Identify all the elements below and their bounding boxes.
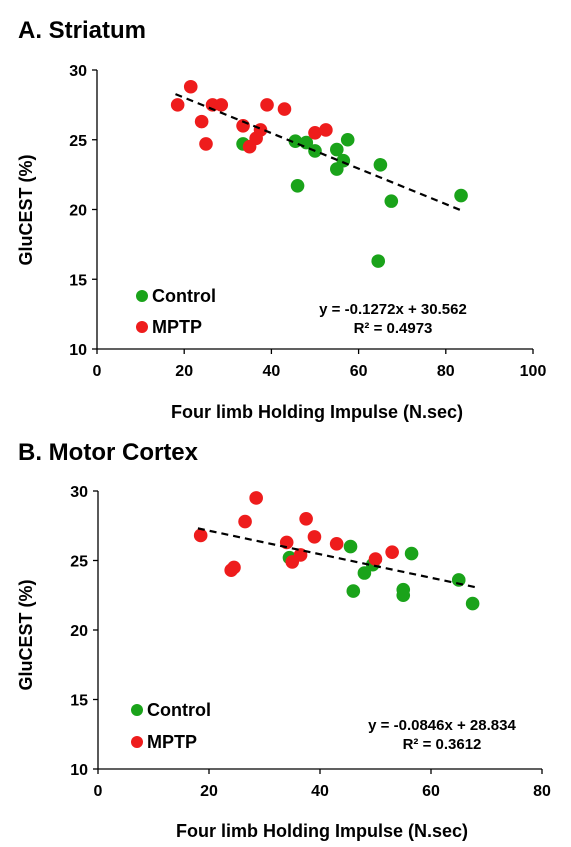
data-point-mptp [214,98,229,112]
legend-marker-control [136,290,148,302]
data-point-mptp [277,102,292,116]
data-point-control [384,194,399,208]
legend: Control MPTP [136,286,216,337]
data-point-control [396,588,411,603]
data-point-control [373,158,388,172]
x-tick-label: 60 [422,783,440,800]
data-point-control [330,142,344,157]
legend-marker-control [131,704,143,716]
data-point-control [343,539,358,554]
x-tick-label: 0 [93,363,102,380]
chart-striatum: A. Striatum GluCEST (%) Four limb Holdin… [16,17,547,422]
data-point-mptp [385,545,399,559]
data-point-mptp [249,491,263,505]
data-point-mptp [260,98,274,112]
trendline [175,93,464,213]
x-tick-label: 80 [437,363,455,380]
data-point-mptp [368,552,383,566]
panel-title: A. Striatum [18,17,146,44]
data-point-mptp [194,114,209,129]
data-point-control [454,188,468,203]
data-point-mptp [227,560,241,575]
y-tick-label: 25 [69,133,87,150]
data-point-control [290,178,305,193]
y-tick-label: 30 [69,63,87,80]
data-point-mptp [299,512,313,526]
trend-equation: y = -0.0846x + 28.834 [368,717,516,734]
trend-equation: y = -0.1272x + 30.562 [319,301,467,318]
x-tick-label: 100 [520,363,547,380]
x-tick-label: 60 [350,363,368,380]
data-point-mptp [307,530,322,544]
y-tick-label: 15 [69,272,87,289]
x-tick-label: 40 [311,783,329,800]
trend-r-squared: R² = 0.4973 [354,320,433,337]
data-point-mptp [183,79,198,94]
data-point-mptp [319,123,333,137]
data-point-control [340,132,355,147]
data-point-mptp [238,514,252,529]
panel-title: B. Motor Cortex [18,439,199,466]
data-point-mptp [308,125,322,140]
legend-marker-mptp [131,736,143,748]
data-point-control [346,584,361,598]
data-point-control [465,596,480,611]
data-point-control [404,546,419,561]
x-axis-label: Four limb Holding Impulse (N.sec) [171,402,463,422]
legend-label-mptp: MPTP [152,317,202,337]
legend-label-mptp: MPTP [147,732,197,752]
legend: Control MPTP [131,700,211,752]
chart-motor-cortex: B. Motor Cortex GluCEST (%) Four limb Ho… [16,439,551,841]
y-tick-label: 30 [70,484,88,501]
x-tick-label: 80 [533,783,551,800]
data-point-mptp [193,528,208,543]
panel-motor-cortex: B. Motor Cortex GluCEST (%) Four limb Ho… [0,425,571,847]
y-axis-label: GluCEST (%) [16,579,36,690]
data-point-mptp [199,137,213,151]
x-tick-label: 20 [200,783,218,800]
y-axis-label: GluCEST (%) [16,154,36,265]
x-tick-label: 0 [94,783,103,800]
legend-label-control: Control [147,700,211,720]
y-tick-label: 10 [69,342,87,359]
y-tick-label: 10 [70,762,88,779]
legend-marker-mptp [136,321,148,333]
y-tick-label: 15 [70,693,88,710]
panel-striatum: A. Striatum GluCEST (%) Four limb Holdin… [16,17,547,422]
trend-r-squared: R² = 0.3612 [403,736,482,753]
y-tick-label: 20 [70,623,88,640]
data-point-control [357,566,372,580]
data-point-mptp [170,98,185,112]
legend-label-control: Control [152,286,216,306]
y-tick-label: 25 [70,554,88,571]
data-point-mptp [329,537,344,551]
x-axis-label: Four limb Holding Impulse (N.sec) [176,821,468,841]
y-tick-label: 20 [69,203,87,220]
x-tick-label: 40 [263,363,281,380]
data-point-control [371,254,386,268]
x-tick-label: 20 [175,363,193,380]
